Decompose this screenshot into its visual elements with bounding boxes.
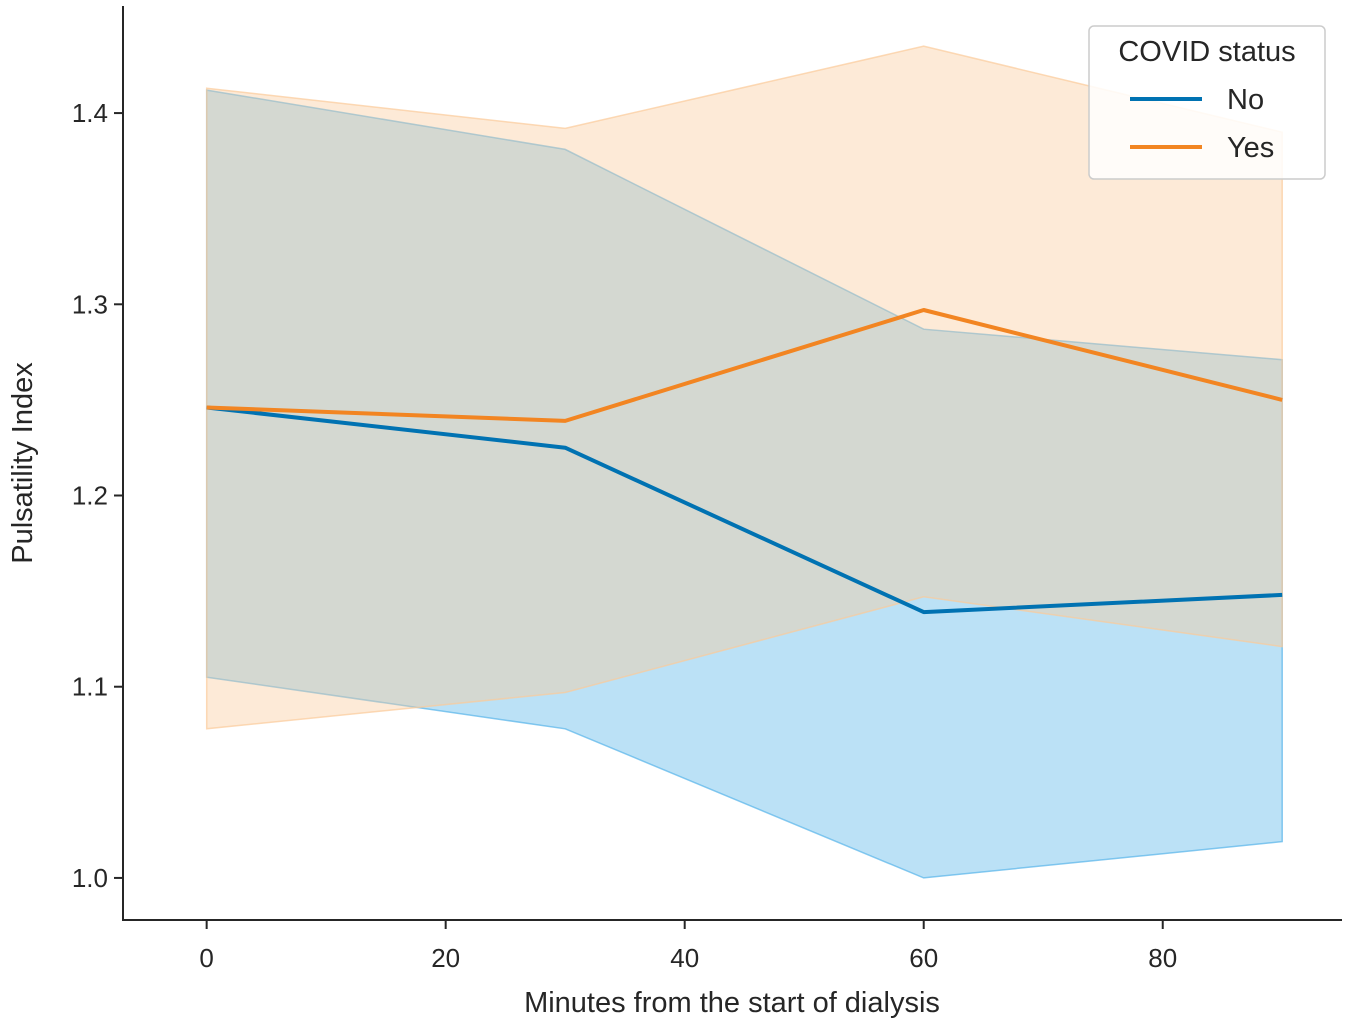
x-axis-ticks: 0 20 40 60 80 <box>199 920 1177 973</box>
legend: COVID status No Yes <box>1088 25 1326 180</box>
y-axis-ticks: 1.0 1.1 1.2 1.3 1.4 <box>72 98 123 893</box>
confidence-bands <box>205 45 1283 879</box>
y-tick-label: 1.2 <box>72 481 108 511</box>
series-line-no <box>206 405 1283 615</box>
x-axis-label: Minutes from the start of dialysis <box>524 987 940 1019</box>
y-tick-label: 1.0 <box>72 863 108 893</box>
legend-entry-no: No <box>1227 84 1264 116</box>
ci-band-yes <box>205 45 1283 730</box>
x-tick-label: 0 <box>199 943 213 973</box>
legend-entry-yes: Yes <box>1227 132 1274 164</box>
x-tick-label: 40 <box>670 943 699 973</box>
legend-frame <box>1088 25 1326 180</box>
ci-band-no <box>205 89 1283 879</box>
x-tick-label: 20 <box>431 943 460 973</box>
series-line-yes <box>206 308 1283 423</box>
y-axis-label: Pulsatility Index <box>7 362 39 564</box>
y-tick-label: 1.1 <box>72 672 108 702</box>
x-tick-label: 80 <box>1148 943 1177 973</box>
legend-title: COVID status <box>1118 36 1295 68</box>
y-tick-label: 1.3 <box>72 289 108 319</box>
y-tick-label: 1.4 <box>72 98 108 128</box>
series-lines <box>206 308 1283 615</box>
x-tick-label: 60 <box>909 943 938 973</box>
